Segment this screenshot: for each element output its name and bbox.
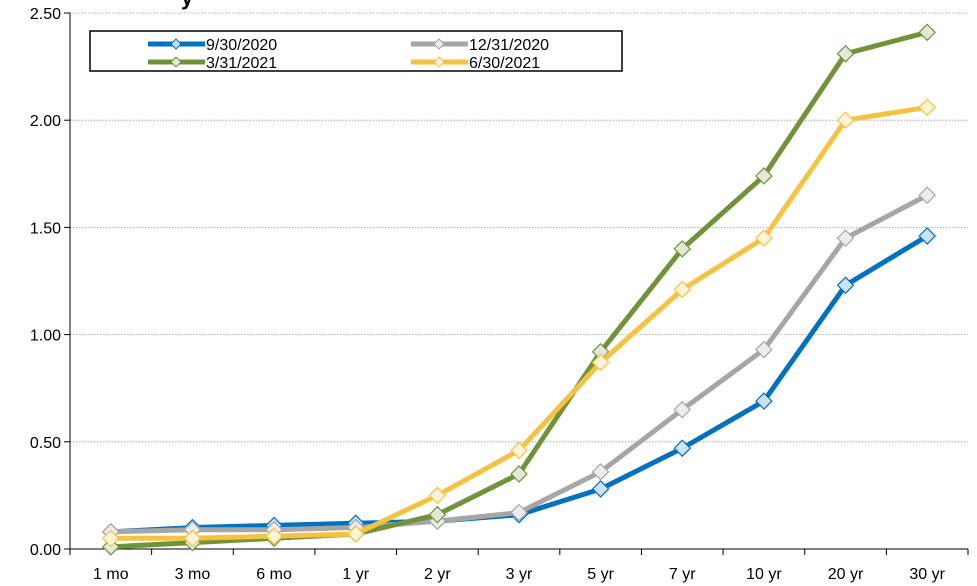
data-point-3-7 [673,280,692,299]
data-point-3-5 [510,441,528,460]
x-tick-label-0: 1 mo [93,566,129,583]
data-point-0-6 [591,480,610,498]
legend-swatch-marker-1 [433,38,445,50]
data-point-3-8 [755,229,773,247]
series-2 [101,23,937,556]
data-point-2-4 [428,505,447,524]
data-point-0-9 [836,276,855,295]
y-tick-label-3: 1.50 [30,220,61,237]
data-point-2-7 [673,239,692,258]
data-point-2-9 [836,44,855,63]
y-tick-label-0: 0.00 [30,542,61,559]
data-point-1-5 [510,503,528,522]
data-point-1-10 [918,186,937,205]
legend-label-3: 6/30/2021 [469,55,540,72]
x-tick-label-5: 3 yr [506,566,533,583]
series-1 [101,186,937,541]
data-point-2-5 [510,465,528,483]
data-point-0-10 [918,227,937,245]
x-tick-label-2: 6 mo [256,566,292,583]
x-tick-label-7: 7 yr [669,566,696,583]
x-tick-label-10: 30 yr [909,566,945,583]
gridlines [70,12,968,443]
data-point-0-7 [673,439,692,458]
x-tick-label-4: 2 yr [424,566,451,583]
y-tick-label-4: 2.00 [30,113,61,130]
legend-swatch-marker-3 [433,56,445,68]
chart-title-fragment: y [181,0,194,10]
x-tick-label-1: 3 mo [175,566,211,583]
series-3 [101,98,937,548]
data-point-3-0 [101,529,120,548]
legend-swatch-marker-0 [170,38,182,50]
series-line-0 [110,233,929,535]
x-tick-label-3: 1 yr [342,566,369,583]
data-point-2-8 [755,167,773,185]
legend-item-0: 9/30/2020 [148,37,277,54]
legend-item-2: 3/31/2021 [148,55,277,72]
y-tick-label-1: 0.50 [30,435,61,452]
legend-label-2: 3/31/2021 [206,55,277,72]
data-point-3-1 [183,529,202,548]
axes: 0.00 0.50 1.00 1.50 2.00 2.50 1 mo 3 mo 6 mo 1 yr… [30,6,969,583]
data-point-3-9 [836,111,855,130]
data-point-3-4 [428,486,447,505]
y-tick-label-5: 2.50 [30,6,61,23]
legend-label-0: 9/30/2020 [206,37,277,54]
data-point-0-8 [755,392,773,410]
legend-item-3: 6/30/2021 [411,55,540,72]
data-point-3-6 [591,353,610,372]
legend-label-1: 12/31/2020 [469,37,549,54]
data-point-3-10 [918,98,937,117]
legend: 9/30/2020 12/31/2020 3/31/2021 6/30/2021 [89,30,623,72]
data-point-1-7 [673,400,692,419]
series-0 [101,227,937,541]
data-point-3-3 [346,525,365,543]
data-point-1-9 [836,229,855,247]
data-point-1-6 [591,462,610,481]
legend-swatch-marker-2 [170,56,182,68]
data-point-1-8 [755,340,773,359]
data-point-2-10 [918,23,937,42]
legend-item-1: 12/31/2020 [411,37,549,54]
x-tick-label-9: 20 yr [828,566,864,583]
x-tick-label-6: 5 yr [587,566,614,583]
y-tick-label-2: 1.00 [30,328,61,345]
series-lines [101,23,937,556]
x-tick-label-8: 10 yr [746,566,782,583]
data-point-3-2 [265,527,283,545]
